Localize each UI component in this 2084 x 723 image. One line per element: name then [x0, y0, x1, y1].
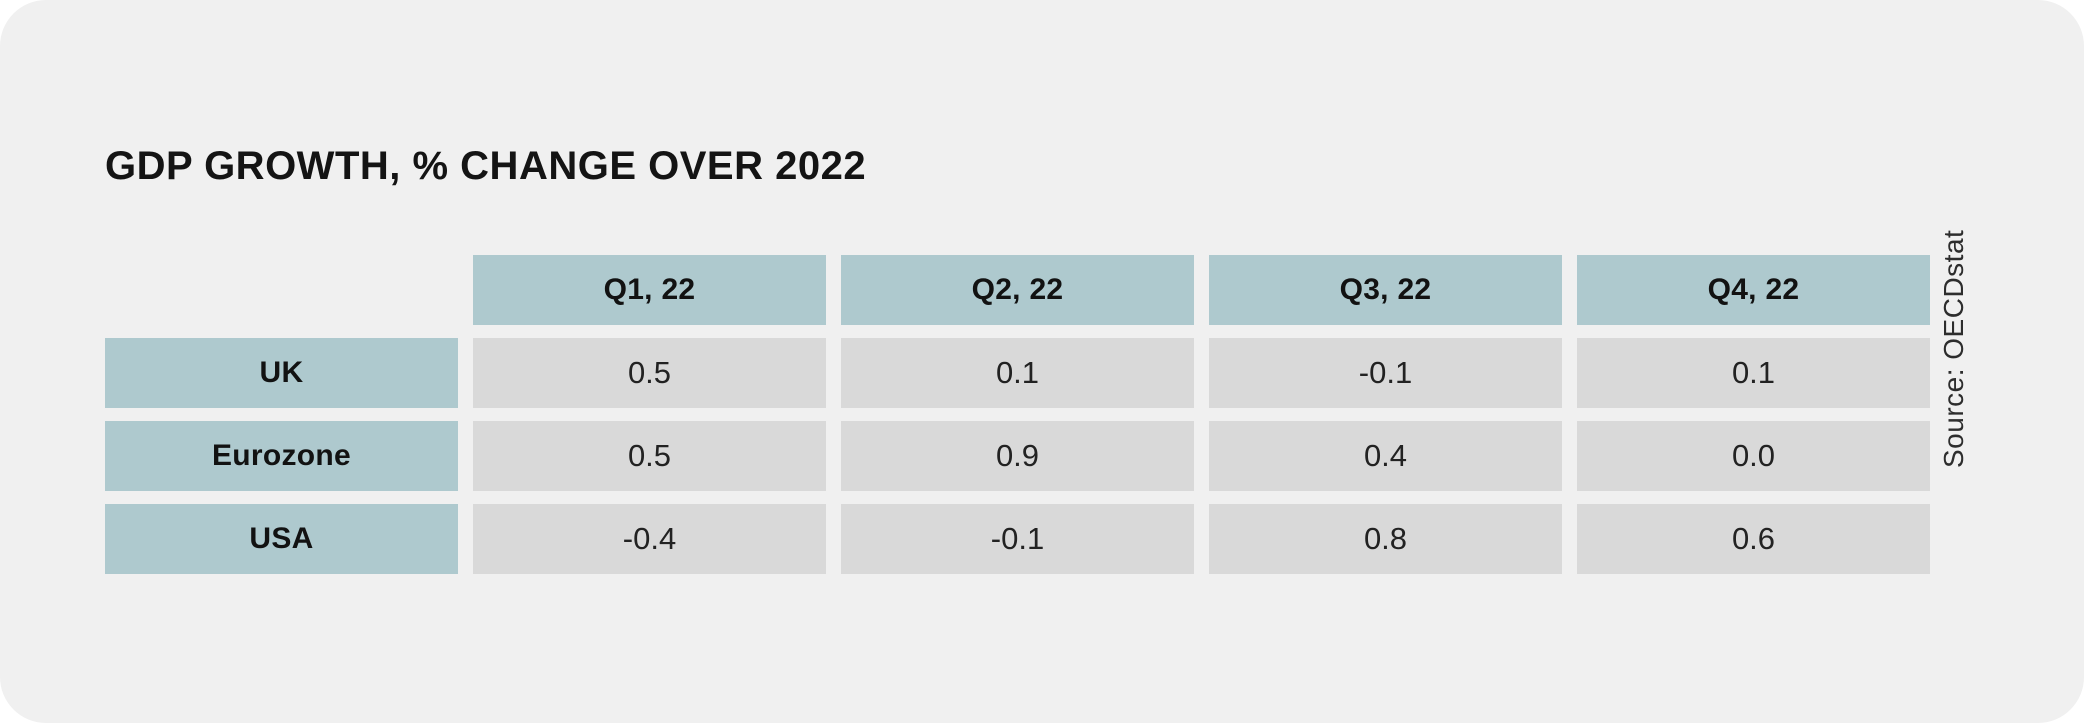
column-header-q4: Q4, 22 [1577, 255, 1930, 325]
gdp-table: Q1, 22 Q2, 22 Q3, 22 Q4, 22 UK 0.5 0.1 -0.1 0.1 E… [105, 255, 1930, 574]
value-cell-usa-q3: 0.8 [1209, 504, 1562, 574]
value-cell-uk-q2: 0.1 [841, 338, 1194, 408]
value-cell-uk-q4: 0.1 [1577, 338, 1930, 408]
value-cell-usa-q2: -0.1 [841, 504, 1194, 574]
value-cell-usa-q4: 0.6 [1577, 504, 1930, 574]
column-header-q2: Q2, 22 [841, 255, 1194, 325]
row-label-eurozone: Eurozone [105, 421, 458, 491]
value-cell-eurozone-q3: 0.4 [1209, 421, 1562, 491]
column-header-q3: Q3, 22 [1209, 255, 1562, 325]
table-corner-spacer [105, 255, 458, 325]
column-header-q1: Q1, 22 [473, 255, 826, 325]
value-cell-eurozone-q4: 0.0 [1577, 421, 1930, 491]
row-label-uk: UK [105, 338, 458, 408]
value-cell-uk-q3: -0.1 [1209, 338, 1562, 408]
value-cell-usa-q1: -0.4 [473, 504, 826, 574]
page-title: GDP GROWTH, % CHANGE OVER 2022 [105, 144, 867, 188]
value-cell-eurozone-q2: 0.9 [841, 421, 1194, 491]
value-cell-uk-q1: 0.5 [473, 338, 826, 408]
source-note: Source: OECDstat [1938, 229, 1969, 468]
row-label-usa: USA [105, 504, 458, 574]
value-cell-eurozone-q1: 0.5 [473, 421, 826, 491]
